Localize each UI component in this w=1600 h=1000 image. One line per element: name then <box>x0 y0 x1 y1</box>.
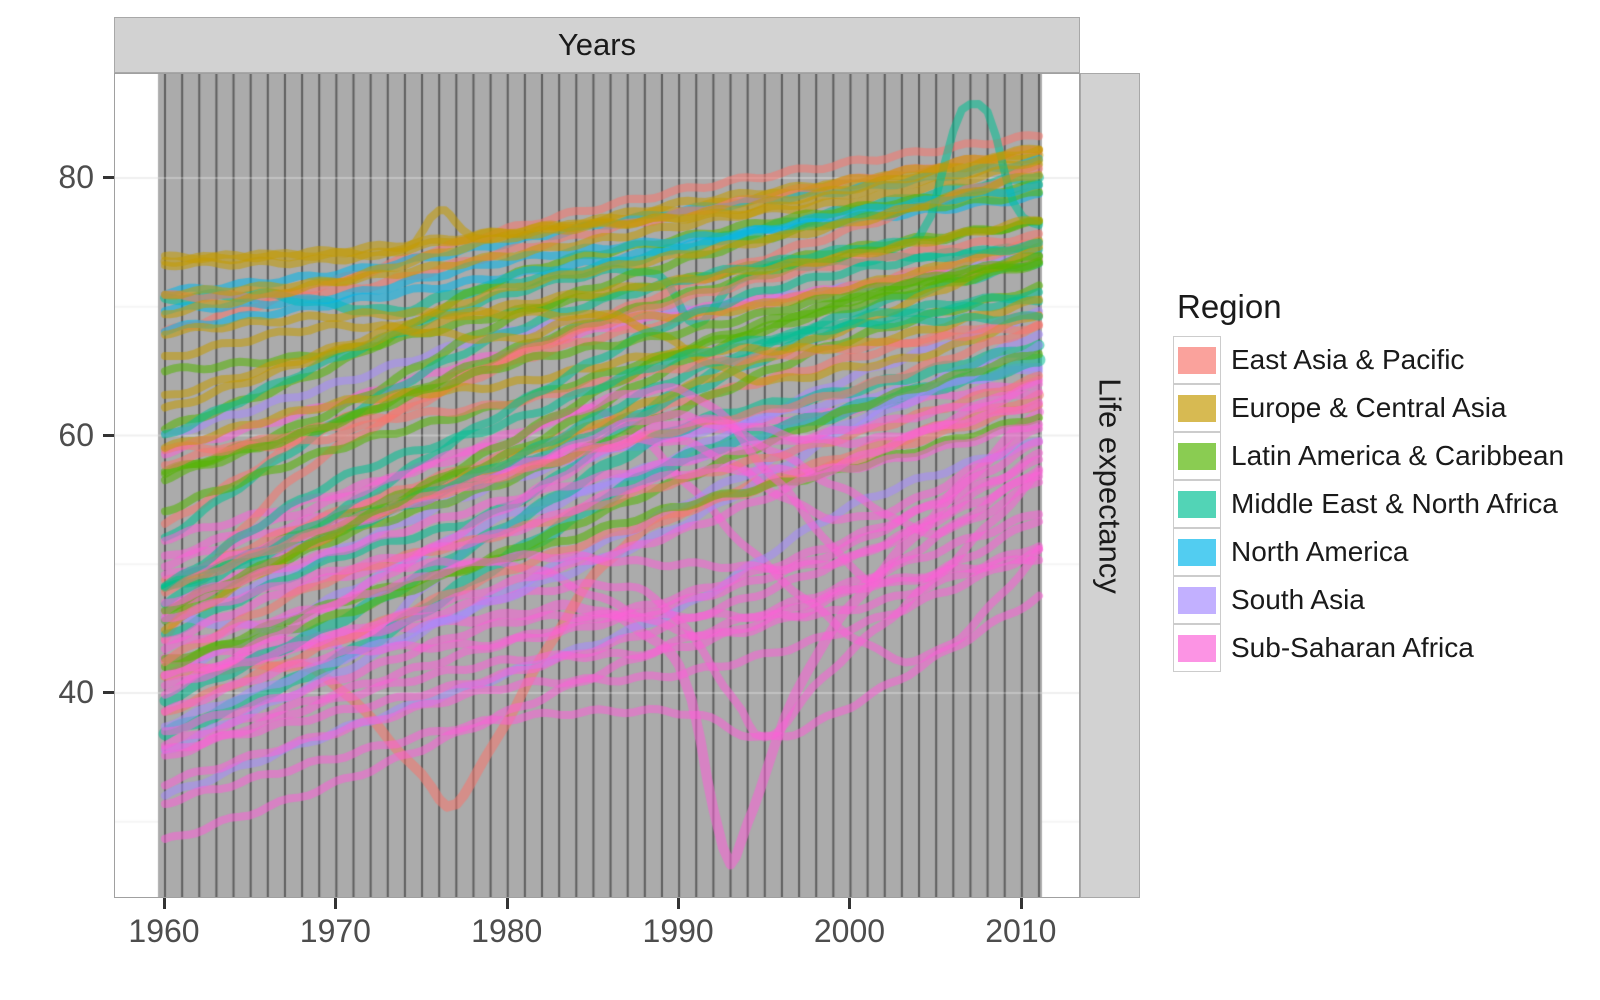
y-tick-mark <box>103 176 114 179</box>
x-tick-label: 1980 <box>471 913 543 949</box>
legend-label: South Asia <box>1231 584 1365 615</box>
legend-swatch <box>1178 442 1216 470</box>
legend-label: Latin America & Caribbean <box>1231 440 1565 471</box>
x-tick-label: 1970 <box>299 913 371 949</box>
legend-item: Latin America & Caribbean <box>1173 432 1564 480</box>
y-tick-label: 80 <box>58 159 94 195</box>
legend: Region East Asia & Pacific Europe & Centr… <box>1173 288 1564 672</box>
facet-strip-years: Years <box>114 17 1080 73</box>
legend-title: Region <box>1177 288 1282 325</box>
facet-strip-life-expectancy-label: Life expectancy <box>1093 377 1129 594</box>
legend-swatch <box>1178 394 1216 422</box>
legend-swatch <box>1178 490 1216 518</box>
facet-strip-years-label: Years <box>557 27 637 62</box>
x-tick-mark <box>334 898 338 909</box>
legend-key <box>1173 576 1221 624</box>
y-tick-label: 40 <box>58 674 94 710</box>
x-tick-label: 2000 <box>813 913 886 949</box>
legend-item: Middle East & North Africa <box>1173 480 1564 528</box>
x-tick-mark <box>163 898 166 909</box>
legend-item: Sub-Saharan Africa <box>1173 624 1564 672</box>
legend-swatch <box>1178 634 1216 662</box>
legend-items: East Asia & Pacific Europe & Central Asia… <box>1173 336 1564 672</box>
x-tick-mark <box>848 898 852 909</box>
legend-item: East Asia & Pacific <box>1173 336 1564 384</box>
x-tick-label: 1990 <box>642 913 714 949</box>
legend-key <box>1173 336 1221 384</box>
x-tick-label: 2010 <box>985 913 1057 949</box>
plot-panel <box>114 73 1080 898</box>
x-tick-mark <box>677 898 681 909</box>
legend-swatch <box>1178 538 1216 566</box>
y-tick-label: 60 <box>58 416 94 453</box>
legend-key <box>1173 384 1221 432</box>
y-tick-mark <box>103 433 114 437</box>
legend-item: Europe & Central Asia <box>1173 384 1564 432</box>
legend-item: North America <box>1173 528 1564 576</box>
legend-label: East Asia & Pacific <box>1231 344 1465 375</box>
life-expectancy-chart-canvas <box>115 74 1079 897</box>
legend-item: South Asia <box>1173 576 1564 624</box>
facet-strip-life-expectancy: Life expectancy <box>1080 73 1140 898</box>
legend-label: Europe & Central Asia <box>1231 392 1507 423</box>
legend-label: Sub-Saharan Africa <box>1231 632 1474 663</box>
legend-label: North America <box>1231 536 1409 567</box>
legend-key <box>1173 432 1221 480</box>
y-tick-mark <box>103 691 114 694</box>
legend-key <box>1173 480 1221 528</box>
legend-key <box>1173 624 1221 672</box>
legend-label: Middle East & North Africa <box>1231 488 1558 519</box>
legend-swatch <box>1178 346 1216 374</box>
legend-key <box>1173 528 1221 576</box>
legend-swatch <box>1178 586 1216 614</box>
x-tick-label: 1960 <box>128 913 200 949</box>
x-tick-mark <box>505 898 509 909</box>
x-tick-mark <box>1019 898 1023 909</box>
